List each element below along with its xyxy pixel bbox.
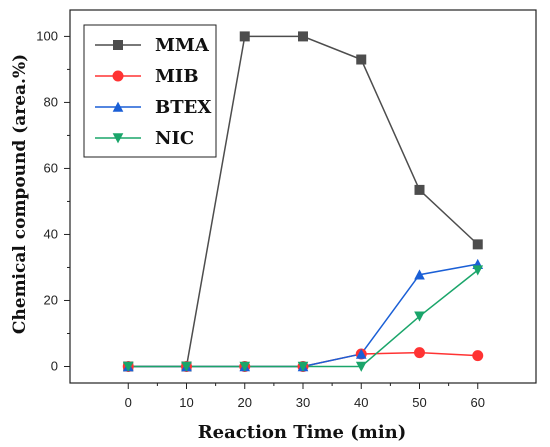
legend: MMA MIB BTEX NIC — [83, 24, 217, 158]
data-point-nic — [239, 361, 251, 372]
data-point-nic — [181, 361, 192, 372]
legend-label-nic: NIC — [155, 128, 194, 149]
data-point-btex — [355, 348, 367, 359]
legend-marker-mib — [112, 70, 124, 82]
data-point-mma — [298, 31, 308, 42]
x-tick-label: 0 — [125, 395, 132, 410]
x-tick-label: 30 — [296, 395, 310, 410]
legend-label-mib: MIB — [155, 66, 199, 87]
y-tick-label: 60 — [44, 160, 58, 175]
data-point-mma — [239, 31, 250, 42]
data-point-btex — [414, 269, 425, 280]
x-axis-label: Reaction Time (min) — [198, 422, 407, 443]
series-markers — [122, 31, 484, 372]
data-point-mma — [356, 54, 367, 65]
y-tick-label: 20 — [44, 292, 58, 307]
data-point-nic — [122, 361, 134, 372]
legend-marker-nic — [112, 133, 124, 144]
data-point-nic — [297, 361, 309, 372]
data-point-nic — [414, 311, 425, 322]
x-tick-label: 10 — [179, 395, 193, 410]
y-tick-label: 100 — [36, 28, 58, 43]
y-tick-label: 80 — [44, 94, 58, 109]
y-axis-label: Chemical compound (area.%) — [10, 54, 30, 334]
legend-label-btex: BTEX — [155, 97, 211, 118]
axis-ticks: 0 10 20 30 40 50 60 0 20 40 60 80 100 — [36, 28, 485, 410]
data-point-mib — [472, 350, 484, 362]
x-tick-label: 20 — [238, 395, 252, 410]
data-point-mma — [414, 184, 425, 195]
legend-box — [83, 24, 217, 158]
legend-marker-btex — [112, 101, 124, 112]
data-point-nic — [472, 265, 484, 276]
series-line-btex — [128, 263, 478, 368]
y-tick-label: 0 — [51, 358, 58, 373]
data-point-nic — [355, 361, 367, 372]
y-tick-label: 40 — [44, 226, 58, 241]
data-point-mib — [414, 347, 425, 359]
x-tick-label: 60 — [471, 395, 485, 410]
data-point-mma — [472, 239, 483, 250]
x-tick-label: 50 — [412, 395, 426, 410]
legend-label-mma: MMA — [155, 35, 210, 56]
legend-marker-mma — [113, 40, 123, 50]
x-tick-label: 40 — [354, 395, 368, 410]
series-line-nic — [128, 269, 479, 368]
